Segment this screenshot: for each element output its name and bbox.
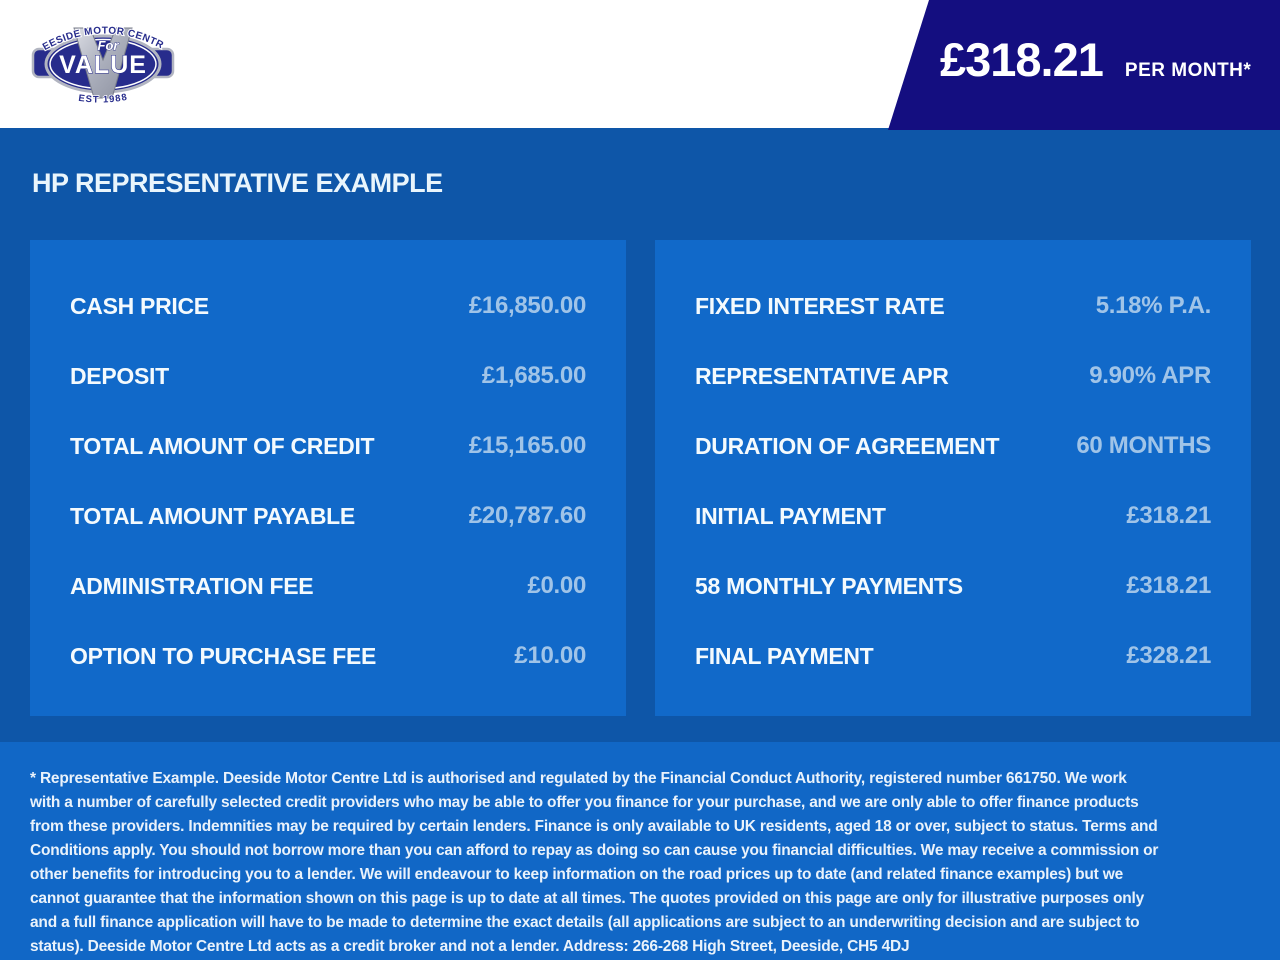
row-value: £328.21 <box>1126 642 1211 669</box>
row-label: FINAL PAYMENT <box>695 642 874 669</box>
logo-value-text: VALUE <box>59 51 147 79</box>
row-monthly-payments: 58 MONTHLY PAYMENTS £318.21 <box>695 551 1211 621</box>
svg-text:EST 1988: EST 1988 <box>78 92 129 106</box>
disclaimer-text: * Representative Example. Deeside Motor … <box>30 770 1159 955</box>
row-value: £0.00 <box>527 572 586 599</box>
monthly-price: £318.21 <box>940 33 1104 86</box>
page-title: HP REPRESENTATIVE EXAMPLE <box>32 168 443 198</box>
row-label: REPRESENTATIVE APR <box>695 362 949 389</box>
row-apr: REPRESENTATIVE APR 9.90% APR <box>695 341 1211 411</box>
dealer-logo: DEESIDE MOTOR CENTRE For VALUE EST 1988 <box>23 3 178 112</box>
row-interest-rate: FIXED INTEREST RATE 5.18% P.A. <box>695 271 1211 341</box>
finance-panel-right: FIXED INTEREST RATE 5.18% P.A. REPRESENT… <box>655 240 1251 716</box>
row-label: FIXED INTEREST RATE <box>695 292 945 319</box>
row-value: 60 MONTHS <box>1076 432 1211 459</box>
row-admin-fee: ADMINISTRATION FEE £0.00 <box>70 551 586 621</box>
row-value: 5.18% P.A. <box>1095 292 1212 319</box>
disclaimer-footer: * Representative Example. Deeside Motor … <box>0 742 1280 960</box>
per-month-label: PER MONTH* <box>1124 60 1252 81</box>
row-label: DURATION OF AGREEMENT <box>695 432 1000 459</box>
price-banner: £318.21 PER MONTH* <box>888 0 1280 130</box>
row-label: TOTAL AMOUNT OF CREDIT <box>70 432 375 459</box>
row-value: £318.21 <box>1126 572 1211 599</box>
finance-panel-left: CASH PRICE £16,850.00 DEPOSIT £1,685.00 … <box>30 240 626 716</box>
row-value: £16,850.00 <box>468 292 586 319</box>
row-value: £20,787.60 <box>468 502 586 529</box>
row-value: £15,165.00 <box>468 432 586 459</box>
logo-est-text: EST 1988 <box>77 91 129 106</box>
row-value: £10.00 <box>514 642 586 669</box>
row-label: OPTION TO PURCHASE FEE <box>70 642 377 669</box>
row-total-payable: TOTAL AMOUNT PAYABLE £20,787.60 <box>70 481 586 551</box>
row-initial-payment: INITIAL PAYMENT £318.21 <box>695 481 1211 551</box>
row-deposit: DEPOSIT £1,685.00 <box>70 341 586 411</box>
row-label: 58 MONTHLY PAYMENTS <box>695 572 963 599</box>
row-label: TOTAL AMOUNT PAYABLE <box>70 502 355 529</box>
row-label: INITIAL PAYMENT <box>695 502 886 529</box>
row-label: CASH PRICE <box>70 292 209 319</box>
row-duration: DURATION OF AGREEMENT 60 MONTHS <box>695 411 1211 481</box>
row-value: £1,685.00 <box>481 362 586 389</box>
row-total-credit: TOTAL AMOUNT OF CREDIT £15,165.00 <box>70 411 586 481</box>
row-label: DEPOSIT <box>70 362 169 389</box>
row-value: 9.90% APR <box>1089 362 1211 389</box>
logo-v-icon <box>73 27 133 99</box>
row-label: ADMINISTRATION FEE <box>70 572 314 599</box>
row-final-payment: FINAL PAYMENT £328.21 <box>695 621 1211 691</box>
dealer-logo-icon: DEESIDE MOTOR CENTRE For VALUE EST 1988 <box>23 3 175 106</box>
logo-for-text: For <box>98 38 120 53</box>
row-value: £318.21 <box>1126 502 1211 529</box>
row-option-fee: OPTION TO PURCHASE FEE £10.00 <box>70 621 586 691</box>
row-cash-price: CASH PRICE £16,850.00 <box>70 271 586 341</box>
